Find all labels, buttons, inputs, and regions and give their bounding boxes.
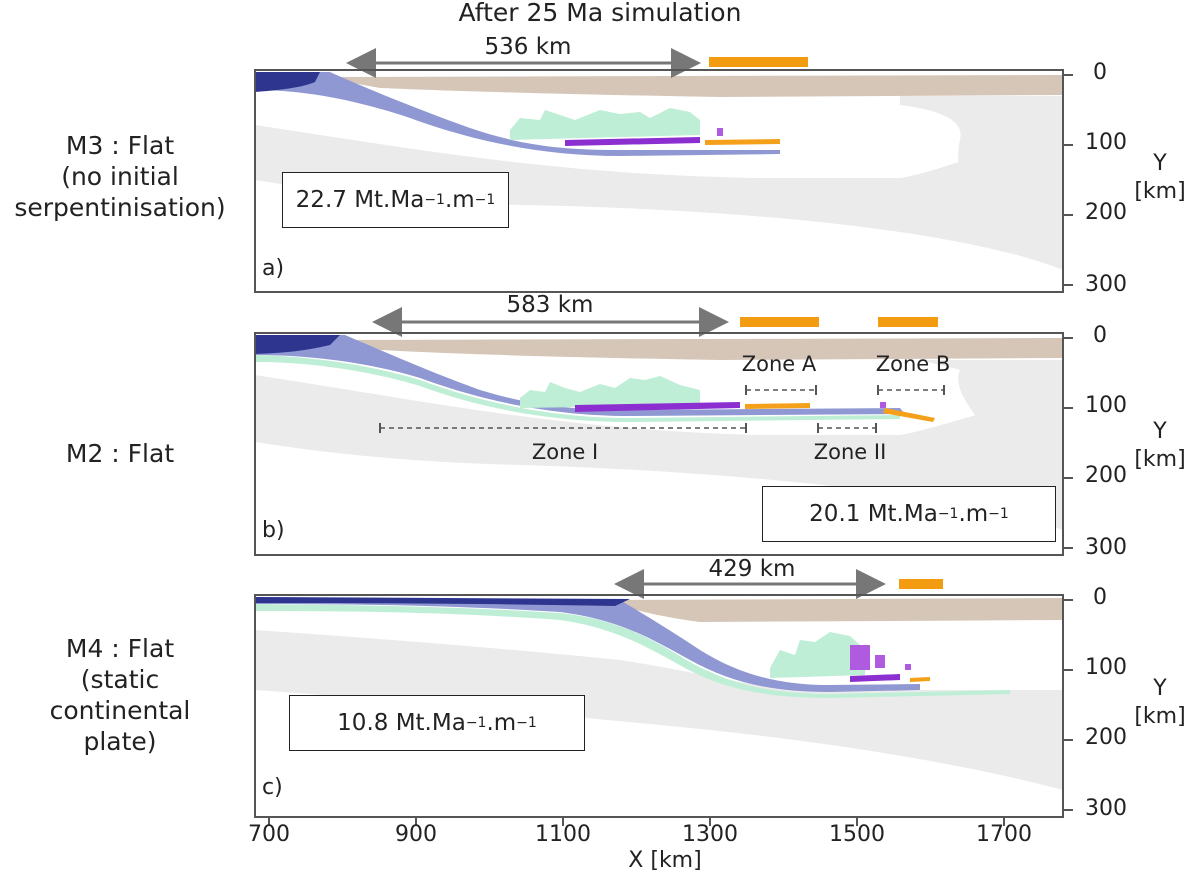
zone-ii-label: Zone II	[813, 440, 887, 464]
rate-box-a: 22.7 Mt.Ma −1 .m −1	[282, 172, 509, 228]
y-tick: 100	[1085, 655, 1127, 680]
rate-exponent: −1	[988, 506, 1009, 522]
x-tick: 1700	[976, 822, 1032, 847]
figure-title: After 25 Ma simulation	[458, 0, 742, 27]
distance-label-c: 429 km	[708, 556, 796, 582]
y-axis-label-line1: Y	[1153, 676, 1167, 701]
continental-crust	[620, 598, 1063, 622]
mantle-layer	[255, 375, 1063, 530]
rate-unit: .m	[486, 710, 517, 736]
rate-exponent: −1	[516, 715, 537, 731]
model-label-line: M3 : Flat	[65, 131, 175, 160]
y-axis-label-line2: [km]	[1134, 179, 1186, 204]
panel-letter-c: c)	[262, 775, 283, 800]
model-label-line: continental	[49, 696, 191, 725]
panel-b-frame	[254, 332, 1064, 556]
y-axis-label-c: Y [km]	[1130, 675, 1190, 731]
y-tick: 200	[1085, 200, 1127, 225]
panel-a-frame	[254, 69, 1064, 293]
panel-c	[254, 569, 1073, 826]
purple-markers	[575, 402, 740, 412]
y-axis-label-line1: Y	[1153, 151, 1167, 176]
panel-c-frame	[254, 594, 1064, 818]
serpentine-zone	[520, 376, 700, 408]
continental-crust	[320, 75, 1063, 97]
orange-markers	[705, 139, 780, 145]
y-tick: 0	[1093, 323, 1107, 348]
oceanic-slab	[255, 597, 920, 692]
y-tick: 200	[1085, 725, 1127, 750]
model-label-m4: M4 : Flat (static continental plate)	[0, 633, 240, 757]
continental-crust	[340, 338, 1063, 360]
orange-bar-zone-b	[878, 317, 938, 327]
y-tick: 300	[1085, 272, 1127, 297]
rate-value: 20.1 Mt.Ma	[809, 501, 938, 527]
y-axis-label-a: Y [km]	[1130, 150, 1190, 206]
rate-box-c: 10.8 Mt.Ma −1 .m −1	[289, 695, 585, 751]
model-label-line: (no initial	[61, 162, 179, 191]
y-tick: 100	[1085, 130, 1127, 155]
x-tick: 900	[395, 822, 437, 847]
panel-a	[254, 48, 1073, 293]
serpentine-zone	[770, 632, 865, 678]
x-axis-label: X [km]	[628, 848, 702, 873]
x-tick: 700	[248, 822, 290, 847]
rate-exponent: −1	[465, 715, 487, 731]
orange-bar	[899, 579, 943, 589]
panel-letter-b: b)	[262, 518, 285, 543]
y-tick: 100	[1085, 393, 1127, 418]
orange-markers	[745, 403, 810, 409]
orange-bar	[709, 57, 808, 67]
zone-a-label: Zone A	[741, 352, 817, 376]
serpentine-zone	[510, 108, 700, 140]
model-label-line: plate)	[83, 727, 157, 756]
y-axis-label-line2: [km]	[1134, 704, 1186, 729]
rate-value: 10.8 Mt.Ma	[337, 710, 466, 736]
mantle-layer	[255, 630, 1063, 790]
zone-i-label: Zone I	[531, 440, 599, 464]
y-axis-label-b: Y [km]	[1130, 418, 1190, 474]
rate-exponent: −1	[424, 192, 445, 208]
distance-label-b: 583 km	[506, 292, 594, 318]
y-axis-label-line1: Y	[1153, 419, 1167, 444]
rate-exponent: −1	[937, 506, 959, 522]
rate-unit: .m	[958, 501, 989, 527]
y-tick: 300	[1085, 796, 1127, 821]
orange-bar-zone-a	[740, 317, 819, 327]
y-tick: 300	[1085, 535, 1127, 560]
y-tick: 200	[1085, 463, 1127, 488]
rate-value: 22.7 Mt.Ma	[295, 187, 425, 213]
model-label-m2: M2 : Flat	[0, 438, 240, 469]
zone-brackets	[380, 389, 944, 429]
x-tick: 1300	[682, 822, 738, 847]
x-tick: 1500	[829, 822, 885, 847]
y-tick: 0	[1093, 585, 1107, 610]
model-label-line: serpentinisation)	[14, 193, 226, 222]
model-label-m3: M3 : Flat (no initial serpentinisation)	[0, 130, 240, 223]
mantle-layer	[255, 125, 1063, 270]
model-label-line: (static	[80, 665, 160, 694]
y-axis-label-line2: [km]	[1134, 447, 1186, 472]
model-label-line: M2 : Flat	[65, 439, 175, 468]
model-label-line: M4 : Flat	[65, 634, 175, 663]
rate-unit: .m	[444, 187, 475, 213]
rate-box-b: 20.1 Mt.Ma −1 .m −1	[762, 486, 1056, 542]
orange-markers	[910, 677, 930, 682]
purple-markers	[850, 645, 870, 670]
rate-exponent: −1	[474, 192, 496, 208]
distance-label-a: 536 km	[484, 34, 572, 60]
y-tick: 0	[1093, 60, 1107, 85]
panel-letter-a: a)	[262, 256, 285, 281]
x-tick: 1100	[535, 822, 591, 847]
purple-markers	[565, 137, 700, 146]
zone-b-label: Zone B	[875, 352, 951, 376]
